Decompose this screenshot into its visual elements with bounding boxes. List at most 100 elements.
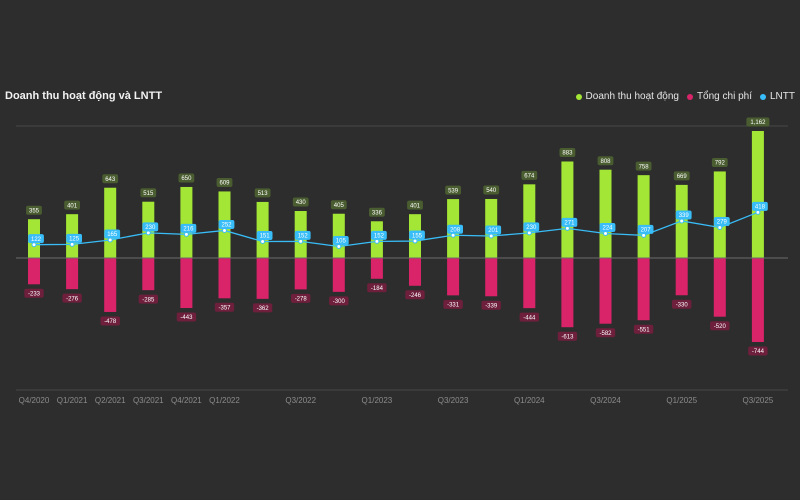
label-profit-13-bg bbox=[523, 222, 540, 232]
label-revenue-12: 540 bbox=[486, 188, 497, 194]
bar-expense-6 bbox=[256, 258, 269, 299]
point-profit-12 bbox=[488, 233, 494, 239]
point-profit-7 bbox=[298, 238, 304, 244]
label-expense-7: -278 bbox=[295, 297, 308, 303]
legend-item-expense[interactable]: Tổng chi phí bbox=[686, 91, 752, 102]
label-revenue-14: 883 bbox=[562, 151, 573, 157]
label-revenue-17: 669 bbox=[677, 174, 688, 180]
label-expense-8-bg bbox=[329, 296, 349, 306]
label-profit-11-bg bbox=[447, 224, 463, 234]
label-revenue-1: 401 bbox=[67, 203, 78, 209]
x-tick-2: Q2/2021 bbox=[95, 396, 126, 405]
label-revenue-19: 1,162 bbox=[750, 120, 766, 126]
label-expense-10: -246 bbox=[409, 293, 422, 299]
label-profit-18-bg bbox=[713, 217, 730, 227]
label-expense-16: -551 bbox=[638, 327, 651, 333]
label-profit-10-bg bbox=[409, 230, 425, 240]
chart-title: Doanh thu hoạt động và LNTT bbox=[5, 90, 163, 102]
label-expense-18-bg bbox=[710, 321, 730, 331]
label-profit-19: 418 bbox=[755, 205, 766, 211]
label-revenue-17-bg bbox=[673, 171, 690, 181]
label-expense-5-bg bbox=[214, 302, 235, 312]
label-expense-13-bg bbox=[519, 312, 539, 322]
label-expense-6-bg bbox=[252, 303, 273, 313]
label-profit-5: 252 bbox=[221, 223, 232, 229]
x-tick-4: Q4/2021 bbox=[171, 396, 202, 405]
legend-item-revenue[interactable]: Doanh thu hoạt động bbox=[575, 91, 679, 102]
point-profit-0 bbox=[31, 242, 37, 248]
label-profit-16: 207 bbox=[641, 228, 652, 234]
label-profit-8: 105 bbox=[336, 239, 347, 245]
label-profit-2: 165 bbox=[107, 232, 118, 238]
label-revenue-10-bg bbox=[407, 200, 423, 210]
label-profit-6-bg bbox=[256, 230, 273, 240]
point-profit-19 bbox=[755, 209, 761, 215]
bar-expense-0 bbox=[28, 258, 40, 285]
x-tick-7: Q3/2022 bbox=[285, 396, 316, 405]
label-revenue-13: 674 bbox=[524, 174, 535, 180]
legend-label-expense: Tổng chi phí bbox=[696, 91, 752, 102]
point-profit-17 bbox=[679, 218, 685, 224]
label-revenue-19-bg bbox=[746, 117, 770, 127]
label-expense-3: -285 bbox=[142, 297, 155, 303]
label-profit-14: 271 bbox=[564, 221, 575, 227]
label-revenue-15-bg bbox=[597, 156, 614, 166]
x-tick-19: Q3/2025 bbox=[743, 396, 774, 405]
label-revenue-7-bg bbox=[292, 197, 309, 207]
point-profit-10 bbox=[412, 238, 418, 244]
label-revenue-11: 539 bbox=[448, 188, 459, 194]
bar-revenue-14 bbox=[561, 161, 574, 258]
bar-expense-8 bbox=[332, 258, 345, 292]
bar-expense-9 bbox=[370, 258, 383, 279]
label-profit-0-bg bbox=[28, 234, 44, 244]
label-expense-9-bg bbox=[367, 283, 387, 293]
label-expense-0: -233 bbox=[28, 292, 41, 298]
x-tick-0: Q4/2020 bbox=[19, 396, 50, 405]
label-revenue-15: 808 bbox=[600, 159, 611, 165]
bar-revenue-16 bbox=[637, 175, 650, 258]
label-expense-1: -276 bbox=[66, 296, 79, 302]
label-expense-4: -443 bbox=[180, 315, 193, 321]
bar-revenue-15 bbox=[599, 169, 612, 258]
label-revenue-16-bg bbox=[635, 161, 652, 171]
label-revenue-2: 643 bbox=[105, 177, 116, 183]
point-profit-3 bbox=[145, 230, 151, 236]
label-expense-17: -330 bbox=[676, 302, 689, 308]
label-revenue-13-bg bbox=[521, 170, 538, 180]
label-profit-7: 152 bbox=[298, 234, 309, 240]
label-expense-18: -520 bbox=[714, 324, 727, 330]
label-profit-17: 339 bbox=[679, 213, 690, 219]
line-profit bbox=[33, 211, 759, 248]
point-profit-5 bbox=[222, 227, 227, 233]
label-profit-9-bg bbox=[371, 230, 387, 240]
label-revenue-7: 430 bbox=[296, 200, 307, 206]
label-expense-15: -582 bbox=[599, 331, 612, 337]
label-revenue-3: 515 bbox=[143, 191, 154, 197]
bar-expense-15 bbox=[599, 258, 612, 324]
label-profit-15-bg bbox=[599, 223, 616, 233]
bar-expense-18 bbox=[713, 258, 726, 317]
bar-revenue-13 bbox=[523, 184, 536, 258]
label-profit-19-bg bbox=[752, 201, 768, 211]
label-profit-3-bg bbox=[142, 222, 159, 232]
label-profit-9: 152 bbox=[374, 234, 385, 240]
label-revenue-18: 792 bbox=[715, 161, 726, 167]
legend-item-profit[interactable]: LNTT bbox=[760, 91, 795, 102]
legend-label-profit: LNTT bbox=[770, 91, 795, 102]
label-expense-14-bg bbox=[557, 331, 578, 341]
label-expense-19-bg bbox=[748, 346, 768, 356]
point-profit-2 bbox=[107, 237, 113, 243]
point-profit-1 bbox=[69, 241, 75, 247]
bar-revenue-8 bbox=[332, 213, 345, 258]
x-tick-11: Q3/2023 bbox=[438, 396, 469, 405]
point-profit-8 bbox=[336, 244, 342, 250]
label-expense-14: -613 bbox=[561, 334, 574, 340]
label-profit-13: 230 bbox=[526, 225, 537, 231]
label-profit-5-bg bbox=[218, 219, 235, 229]
x-tick-17: Q1/2025 bbox=[666, 396, 697, 405]
bar-expense-1 bbox=[66, 258, 79, 290]
label-profit-3: 230 bbox=[145, 225, 156, 231]
label-revenue-10: 401 bbox=[410, 203, 421, 209]
label-revenue-0: 355 bbox=[29, 208, 40, 214]
